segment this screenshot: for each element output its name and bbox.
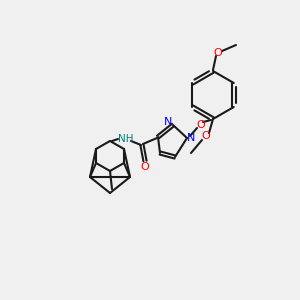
- Text: N: N: [164, 117, 172, 127]
- Text: O: O: [214, 48, 222, 58]
- Text: O: O: [202, 131, 210, 141]
- Text: O: O: [196, 120, 206, 130]
- Text: O: O: [141, 162, 149, 172]
- Text: NH: NH: [118, 134, 134, 144]
- Text: N: N: [187, 133, 195, 143]
